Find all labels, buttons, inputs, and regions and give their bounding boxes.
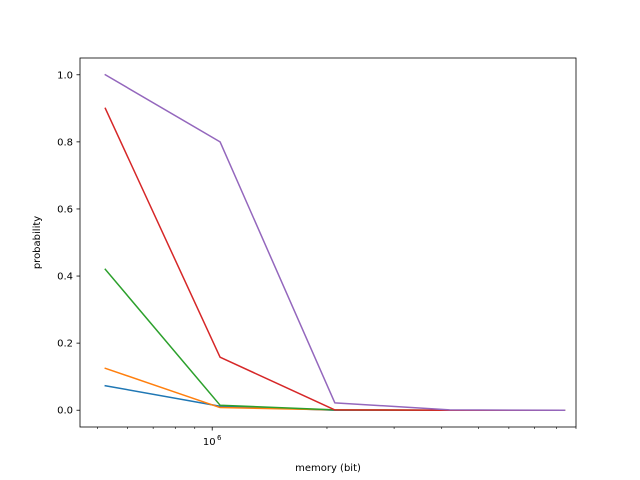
y-axis-label: probability <box>32 216 43 269</box>
y-tick-label: 0.8 <box>57 137 73 148</box>
x-axis-label: memory (bit) <box>295 463 361 474</box>
y-tick-label: 0.4 <box>57 272 73 283</box>
plot-area <box>104 73 566 411</box>
x-tick-label: 10 <box>203 437 216 448</box>
y-tick-label: 0.2 <box>57 339 73 350</box>
series-line-5 <box>104 73 566 411</box>
y-tick-label: 0.0 <box>57 406 73 417</box>
y-tick-label: 0.6 <box>57 204 73 215</box>
x-tick-label-exponent: 6 <box>217 434 222 442</box>
y-tick-label: 1.0 <box>57 70 73 81</box>
axes-frame <box>79 57 577 428</box>
y-axis: 0.0 0.2 0.4 0.6 0.8 1.0 <box>57 70 80 417</box>
